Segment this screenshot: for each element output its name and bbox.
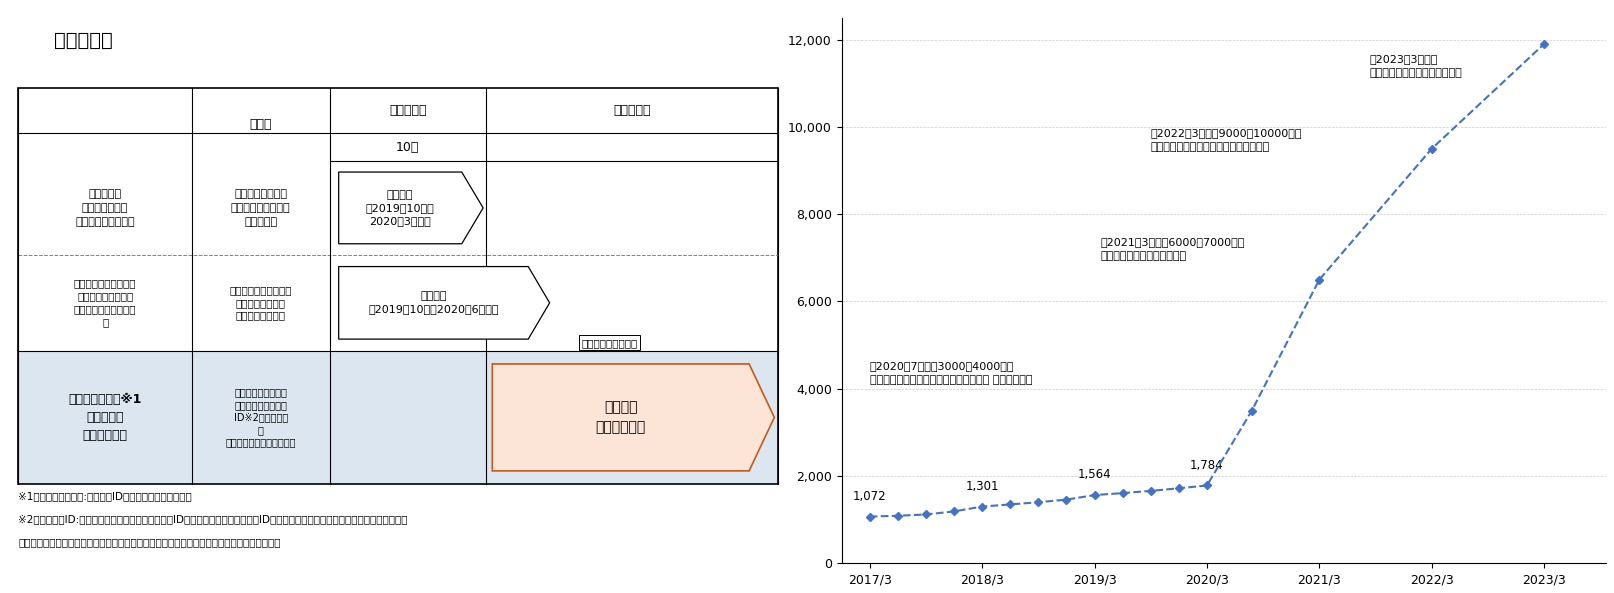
Text: （図表１）: （図表１） bbox=[55, 31, 113, 50]
Text: 令和元年度: 令和元年度 bbox=[389, 104, 426, 117]
Text: 事業実施
（一定期間）: 事業実施 （一定期間） bbox=[596, 401, 646, 434]
Bar bbox=[18, 350, 778, 484]
Text: 対象者: 対象者 bbox=[250, 117, 273, 130]
Text: 10月: 10月 bbox=[395, 141, 420, 154]
Text: （2023年3月末）
ほとんどの住民がカードを保有: （2023年3月末） ほとんどの住民がカードを保有 bbox=[1370, 54, 1462, 78]
Text: ・キャッシュレス決済
手段を用いて支払
いを行う消費者等: ・キャッシュレス決済 手段を用いて支払 いを行う消費者等 bbox=[229, 285, 292, 321]
Text: 1,301: 1,301 bbox=[965, 480, 999, 493]
Polygon shape bbox=[339, 172, 483, 244]
Text: マイナンバーカード
を取得し、マイキー
ID※2を設定した
者
（要件の詳細は今後検討）: マイナンバーカード を取得し、マイキー ID※2を設定した 者 （要件の詳細は今… bbox=[226, 388, 295, 447]
Text: 1,072: 1,072 bbox=[852, 490, 886, 503]
Bar bbox=[18, 88, 778, 484]
Text: ・住民税非課税者
・学齢３歳未満の子
（世帯主）: ・住民税非課税者 ・学齢３歳未満の子 （世帯主） bbox=[231, 189, 291, 227]
Text: （2022年3月末）9000～10000万枚
医療機関等のシステム改修概成見込み時: （2022年3月末）9000～10000万枚 医療機関等のシステム改修概成見込み… bbox=[1151, 128, 1302, 152]
Text: ※1　マイナポイント:マイキーIDにより管理するポイント: ※1 マイナポイント:マイキーIDにより管理するポイント bbox=[18, 491, 192, 501]
Text: ※2　マイキーID:本人からの申請により付与されるIDで、マイナンバーとは別のID。広く行政サービスや民間サービスで利用可能。: ※2 マイキーID:本人からの申請により付与されるIDで、マイナンバーとは別のI… bbox=[18, 514, 408, 524]
Text: （2021年3月末）6000～7000万枚
健康保険証利用の運用開始時: （2021年3月末）6000～7000万枚 健康保険証利用の運用開始時 bbox=[1101, 237, 1244, 261]
Text: 1,564: 1,564 bbox=[1078, 468, 1112, 481]
Text: 低所得者・
子育て世帯向け
プレミアム付商品券: 低所得者・ 子育て世帯向け プレミアム付商品券 bbox=[76, 189, 136, 227]
Text: 事業実施
（2019年10月～2020年6月末）: 事業実施 （2019年10月～2020年6月末） bbox=[368, 291, 499, 314]
Polygon shape bbox=[492, 364, 775, 471]
Text: 1,784: 1,784 bbox=[1190, 458, 1223, 471]
Text: 中小・小規模事業者の
店舗での消費者への
ポイント還元等の支援
策: 中小・小規模事業者の 店舗での消費者への ポイント還元等の支援 策 bbox=[74, 279, 137, 327]
Text: （資料）総務省「マイナポイント活用官民連携タスクフォース（第１回）」配布資料より転載: （資料）総務省「マイナポイント活用官民連携タスクフォース（第１回）」配布資料より… bbox=[18, 537, 281, 547]
Polygon shape bbox=[339, 267, 550, 339]
Text: マイナポイント※1
を活用した
消費活性化策: マイナポイント※1 を活用した 消費活性化策 bbox=[68, 393, 142, 442]
Text: ポイント還元終了後: ポイント還元終了後 bbox=[581, 338, 638, 348]
Text: 令和２年度: 令和２年度 bbox=[613, 104, 650, 117]
Text: （2020年7月末）3000～4000万枚
マイナンバーカードを活用した消費活性 化策に向けて: （2020年7月末）3000～4000万枚 マイナンバーカードを活用した消費活性… bbox=[870, 362, 1033, 385]
Text: 事業実施
（2019年10月～
2020年3月末）: 事業実施 （2019年10月～ 2020年3月末） bbox=[366, 190, 434, 226]
